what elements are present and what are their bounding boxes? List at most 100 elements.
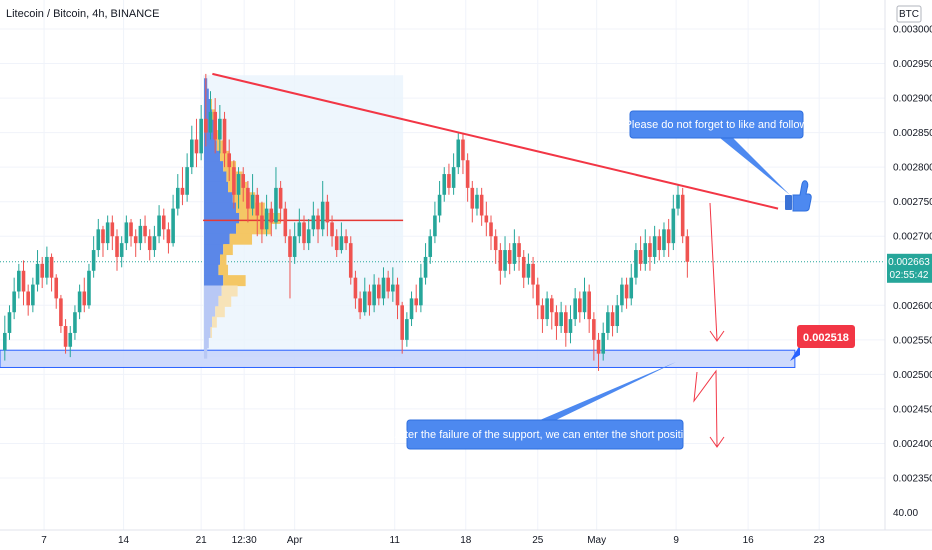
candle-body <box>26 291 30 306</box>
candle-body <box>456 139 461 168</box>
candle-body <box>409 298 414 320</box>
y-axis-ticks: 0.003000 0.002950 0.002900 0.002850 0.002800… <box>893 25 932 520</box>
candle-body <box>129 222 133 237</box>
candle-body <box>105 222 110 244</box>
candle-body <box>110 222 115 237</box>
candle-body <box>68 332 73 347</box>
candle-body <box>578 298 582 313</box>
profile-bar-down <box>218 264 229 276</box>
top-callout[interactable]: Please do not forget to like and follow <box>625 110 808 195</box>
candle-body <box>77 291 82 313</box>
candle-body <box>297 222 302 237</box>
candle-body <box>35 263 40 285</box>
candle-body <box>204 118 208 133</box>
candle-body <box>278 187 283 209</box>
candle-body <box>447 174 451 188</box>
candle-body <box>372 284 376 306</box>
candle-body <box>73 312 77 333</box>
candle-body <box>311 215 316 230</box>
candle-body <box>451 167 456 188</box>
candles <box>3 73 690 371</box>
candle-body <box>143 225 147 237</box>
y-tick-label: 0.002800 <box>893 163 932 174</box>
profile-bar-down <box>210 326 213 338</box>
candle-body <box>643 243 648 264</box>
candle-body <box>292 236 297 257</box>
candle-body <box>559 312 563 327</box>
candle-body <box>171 208 175 244</box>
candle-body <box>503 250 507 271</box>
arrow-2 <box>693 369 718 447</box>
grid-lines <box>0 0 885 530</box>
candle-body <box>175 187 180 209</box>
profile-bar-up <box>204 347 208 359</box>
candle-body <box>45 256 49 278</box>
candle-body <box>442 174 447 195</box>
x-tick-label: 16 <box>743 535 755 546</box>
candle-body <box>554 312 559 327</box>
candle-body <box>489 222 493 237</box>
candle-body <box>152 236 157 251</box>
candle-body <box>470 187 475 209</box>
profile-bar-up <box>204 212 240 224</box>
resistance-trendline[interactable] <box>212 72 779 210</box>
candle-body <box>269 208 274 223</box>
profile-bar-down <box>215 130 221 142</box>
x-tick-label: 18 <box>460 535 472 546</box>
candle-body <box>63 326 68 347</box>
candle-body <box>437 194 442 216</box>
candle-body <box>59 298 63 327</box>
candle-body <box>82 291 87 306</box>
candle-body <box>493 236 498 251</box>
y-tick-label: 0.002500 <box>893 370 932 381</box>
x-tick-label: 25 <box>532 535 544 546</box>
profile-bar-up <box>204 140 217 152</box>
candle-body <box>564 312 568 333</box>
profile-bar-up <box>204 295 219 307</box>
candle-body <box>54 277 59 299</box>
x-tick-label: 14 <box>118 535 130 546</box>
candle-body <box>274 187 278 223</box>
arrow-1 <box>709 202 718 341</box>
candle-body <box>185 167 189 195</box>
profile-bar-up <box>204 150 221 162</box>
profile-bar-up <box>204 306 216 318</box>
candle-body <box>339 236 344 251</box>
profile-bar-up <box>204 192 233 204</box>
candle-body <box>353 277 358 299</box>
support-price-label: 0.002518 <box>803 332 849 344</box>
y-tick-label: 0.002350 <box>893 474 932 485</box>
profile-bar-down <box>223 275 246 287</box>
candle-body <box>549 298 554 313</box>
profile-bar-down <box>236 223 272 235</box>
candle-body <box>236 174 241 195</box>
bottom-callout[interactable]: After the failure of the support, we can… <box>395 362 696 450</box>
profile-bar-down <box>212 316 217 328</box>
currency-badge[interactable]: BTC <box>896 5 922 23</box>
current-price-badge: 0.002663 02:55:42 <box>887 253 932 283</box>
profile-bar-down <box>239 212 281 224</box>
top-callout-text: Please do not forget to like and follow <box>625 119 808 131</box>
candle-body <box>377 284 381 299</box>
candle-body <box>521 256 526 278</box>
candle-body <box>381 277 386 299</box>
support-price-badge[interactable]: 0.002518 <box>790 325 855 361</box>
support-zone[interactable] <box>0 349 796 368</box>
y-tick-label: 0.002400 <box>893 439 932 450</box>
svg-text:BTC: BTC <box>899 9 919 20</box>
x-axis-ticks: 7 14 21 12:30 Apr 11 18 25 May 9 16 23 <box>41 535 825 546</box>
arrow-2-head <box>709 436 725 448</box>
candle-body <box>166 229 171 244</box>
profile-bar-up <box>204 316 213 328</box>
candle-body <box>21 270 26 292</box>
x-tick-label: 23 <box>814 535 826 546</box>
candle-body <box>419 277 423 306</box>
profile-bar-up <box>204 88 209 100</box>
candle-body <box>344 236 348 244</box>
candle-body <box>461 139 465 161</box>
candle-body <box>87 270 91 306</box>
candle-body <box>96 229 101 251</box>
candle-body <box>573 298 577 320</box>
